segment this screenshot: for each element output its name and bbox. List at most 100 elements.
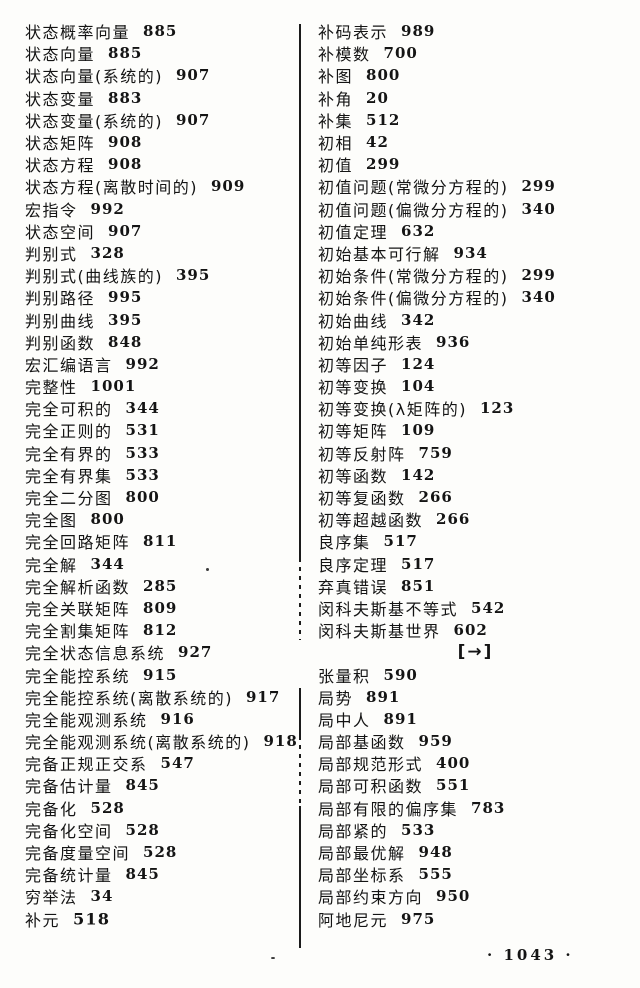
index-entry: 初始基本可行解 934 (318, 242, 633, 264)
index-column-right: 补码表示 989 补模数 700 补图 800 补角 20 补集 512 初相 42 初值 299 初值问题… (318, 20, 633, 930)
entry-page-number: 851 (401, 576, 436, 595)
index-entry: 状态矩阵 908 (25, 131, 297, 153)
entry-page-number: 344 (125, 399, 160, 418)
index-entry: 完备估计量 845 (25, 774, 297, 796)
entry-term: 完全可积的 (25, 400, 113, 420)
index-entry: 良序定理 517 (318, 553, 633, 575)
index-entry: 状态变量 883 (25, 87, 297, 109)
entry-page-number: 811 (143, 532, 178, 551)
index-entry: 局部可积函数 551 (318, 774, 633, 796)
entry-term: 完全关联矩阵 (25, 599, 131, 619)
index-entry: 补码表示 989 (318, 20, 633, 42)
entry-term: 初始曲线 (318, 311, 389, 331)
entry-term: 完全能观测系统(离散系统的) (25, 733, 251, 753)
index-entry: 补角 20 (318, 87, 633, 109)
entry-page-number: 104 (401, 377, 436, 396)
entry-page-number: 800 (366, 66, 401, 85)
entry-page-number: 915 (143, 665, 178, 684)
page-number: · 1043 · (487, 946, 574, 964)
entry-term: 完备化空间 (25, 821, 113, 841)
index-entry: 局势 891 (318, 686, 633, 708)
entry-page-number: 528 (90, 798, 125, 817)
index-entry: 完全图 800 (25, 508, 297, 530)
entry-term: 完全正则的 (25, 422, 113, 442)
entry-term: 状态矩阵 (25, 134, 96, 154)
entry-page-number: 34 (90, 887, 114, 906)
entry-term: 完备正规正交系 (25, 755, 148, 775)
index-entry: 初值问题(偏微分方程的) 340 (318, 198, 633, 220)
index-entry: 补图 800 (318, 64, 633, 86)
index-entry: 初等反射阵 759 (318, 442, 633, 464)
entry-page-number: 918 (263, 732, 298, 751)
entry-page-number: 927 (178, 643, 213, 662)
entry-page-number: 800 (125, 488, 160, 507)
entry-page-number: 800 (90, 510, 125, 529)
index-entry: 完全能控系统(离散系统的) 917 (25, 686, 297, 708)
entry-term: 判别曲线 (25, 311, 96, 331)
entry-term: 完整性 (25, 378, 78, 398)
entry-term: 局部可积函数 (318, 777, 424, 797)
entry-page-number: 124 (401, 354, 436, 373)
entry-page-number: 266 (418, 488, 453, 507)
entry-term: 完全有界的 (25, 444, 113, 464)
entry-term: 局部坐标系 (318, 866, 406, 886)
entry-term: 完全解析函数 (25, 577, 131, 597)
entry-term: 初始条件(常微分方程的) (318, 267, 509, 287)
entry-page-number: 517 (401, 554, 436, 573)
entry-page-number: 395 (176, 266, 211, 285)
scan-speck (271, 957, 275, 959)
entry-term: 判别函数 (25, 333, 96, 353)
index-entry: 宏指令 992 (25, 198, 297, 220)
entry-page-number: 20 (366, 88, 389, 107)
entry-page-number: 908 (108, 133, 143, 152)
entry-term: 弃真错误 (318, 577, 389, 597)
index-entry: 完备化空间 528 (25, 819, 297, 841)
entry-page-number: 907 (176, 110, 211, 129)
entry-page-number: 142 (401, 465, 436, 484)
entry-page-number: 907 (176, 66, 211, 85)
index-entry: 初始曲线 342 (318, 308, 633, 331)
index-entry: 局部紧的 533 (318, 819, 633, 841)
index-entry: 局部规范形式 400 (318, 752, 633, 774)
index-entry: 初等复函数 266 (318, 486, 633, 508)
entry-term: 局势 (318, 688, 354, 708)
entry-page-number: 299 (521, 266, 556, 285)
entry-page-number: 995 (108, 288, 143, 307)
entry-page-number: 992 (90, 199, 125, 218)
entry-term: 完全有界集 (25, 466, 113, 486)
entry-page-number: 885 (143, 22, 178, 41)
index-entry: 完全回路矩阵 811 (25, 530, 297, 552)
column-divider-segment (299, 688, 301, 736)
entry-term: 完全能观测系统 (25, 710, 148, 730)
index-entry: 完全割集矩阵 812 (25, 619, 297, 641)
entry-page-number: 518 (73, 908, 111, 929)
entry-term: 完全状态信息系统 (25, 644, 166, 664)
entry-term: 阿地尼元 (318, 910, 389, 930)
entry-term: 初等复函数 (318, 489, 406, 509)
entry-page-number: 917 (246, 687, 281, 706)
entry-term: 闵科夫斯基世界 (318, 622, 441, 642)
index-entry: 弃真错误 851 (318, 575, 633, 597)
entry-page-number: 285 (143, 576, 178, 595)
entry-term: 判别式(曲线族的) (25, 267, 163, 287)
entry-term: 状态空间 (25, 222, 96, 242)
column-divider-segment (299, 736, 301, 806)
index-entry: 初等因子 124 (318, 353, 633, 375)
entry-term: 初值问题(偏微分方程的) (318, 200, 509, 220)
entry-page-number: 342 (401, 310, 436, 329)
index-entry: 局部最优解 948 (318, 841, 633, 863)
index-entry: 穷举法 34 (25, 885, 297, 907)
entry-term: 完全解 (25, 555, 78, 575)
entry-term: 闵科夫斯基不等式 (318, 599, 459, 619)
entry-term: 局部最优解 (318, 844, 406, 864)
entry-term: 局部有限的偏序集 (318, 799, 459, 819)
entry-term: 完备统计量 (25, 866, 113, 886)
entry-term: 初等变换(λ矩阵的) (318, 400, 467, 420)
entry-term: 初等矩阵 (318, 422, 389, 442)
index-entry: 状态变量(系统的) 907 (25, 109, 297, 131)
index-entry: 良序集 517 (318, 530, 633, 552)
entry-page-number: 783 (471, 798, 506, 817)
entry-page-number: 109 (401, 421, 436, 440)
scan-speck (206, 568, 209, 571)
